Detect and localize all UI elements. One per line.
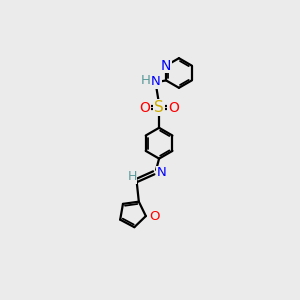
Text: N: N (157, 166, 166, 179)
Text: O: O (149, 210, 159, 223)
Text: H: H (141, 74, 151, 87)
Text: O: O (168, 101, 179, 115)
Text: H: H (128, 170, 137, 183)
Text: O: O (140, 101, 150, 115)
Text: N: N (151, 75, 161, 88)
Text: S: S (154, 100, 164, 115)
Text: N: N (161, 58, 171, 73)
